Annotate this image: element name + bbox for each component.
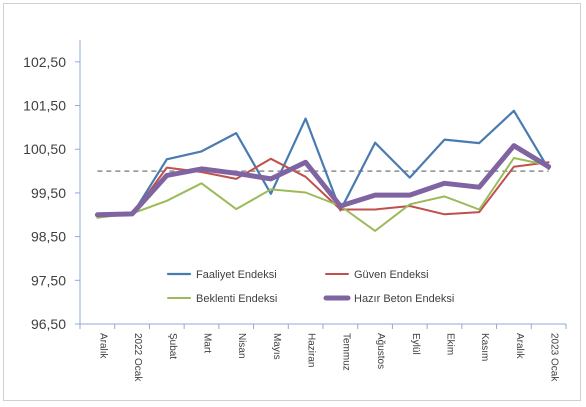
x-tick-label: Ekim: [445, 333, 456, 355]
x-tick-label: Ağustos: [375, 333, 386, 369]
y-tick-label: 102,50: [23, 54, 66, 70]
x-tick-label: Nisan: [236, 333, 247, 359]
x-tick-label: Aralık: [97, 333, 108, 360]
legend-label-1: Faaliyet Endeksi: [196, 269, 277, 281]
legend: Faaliyet Endeksi Güven Endeksi Beklenti En…: [166, 269, 454, 305]
y-axis: 96,50 97,50 98,50 99,50 100,50 101,50 102,50: [23, 40, 81, 332]
y-tick-label: 101,50: [23, 98, 66, 114]
x-tick-label: 2023 Ocak: [549, 333, 560, 382]
series-group: [94, 109, 552, 232]
y-tick-label: 96,50: [31, 316, 66, 332]
x-tick-label: Eylül: [410, 333, 421, 355]
x-tick-label: Mart: [202, 333, 213, 353]
legend-label-3: Beklenti Endeksi: [196, 293, 277, 305]
x-tick-label: Temmuz: [340, 333, 351, 371]
x-tick-label: Haziran: [306, 333, 317, 367]
x-tick-label: Mayıs: [271, 333, 282, 360]
series-line-4: [94, 143, 552, 218]
legend-label-4: Hazır Beton Endeksi: [354, 293, 454, 305]
x-tick-label: Şubat: [167, 333, 178, 359]
x-tick-label: Kasım: [479, 333, 490, 361]
legend-label-2: Güven Endeksi: [354, 269, 429, 281]
y-tick-label: 99,50: [31, 185, 66, 201]
x-tick-label: 2022 Ocak: [132, 333, 143, 382]
series-line-3: [96, 157, 550, 232]
series-line-1: [96, 109, 550, 216]
y-tick-label: 97,50: [31, 272, 66, 288]
y-tick-label: 100,50: [23, 141, 66, 157]
series-line-2: [96, 157, 550, 216]
y-tick-label: 98,50: [31, 229, 66, 245]
x-axis: Aralık 2022 Ocak Şubat Mart Nisan Mayıs Hazira…: [79, 323, 567, 382]
x-tick-label: Aralık: [514, 333, 525, 360]
